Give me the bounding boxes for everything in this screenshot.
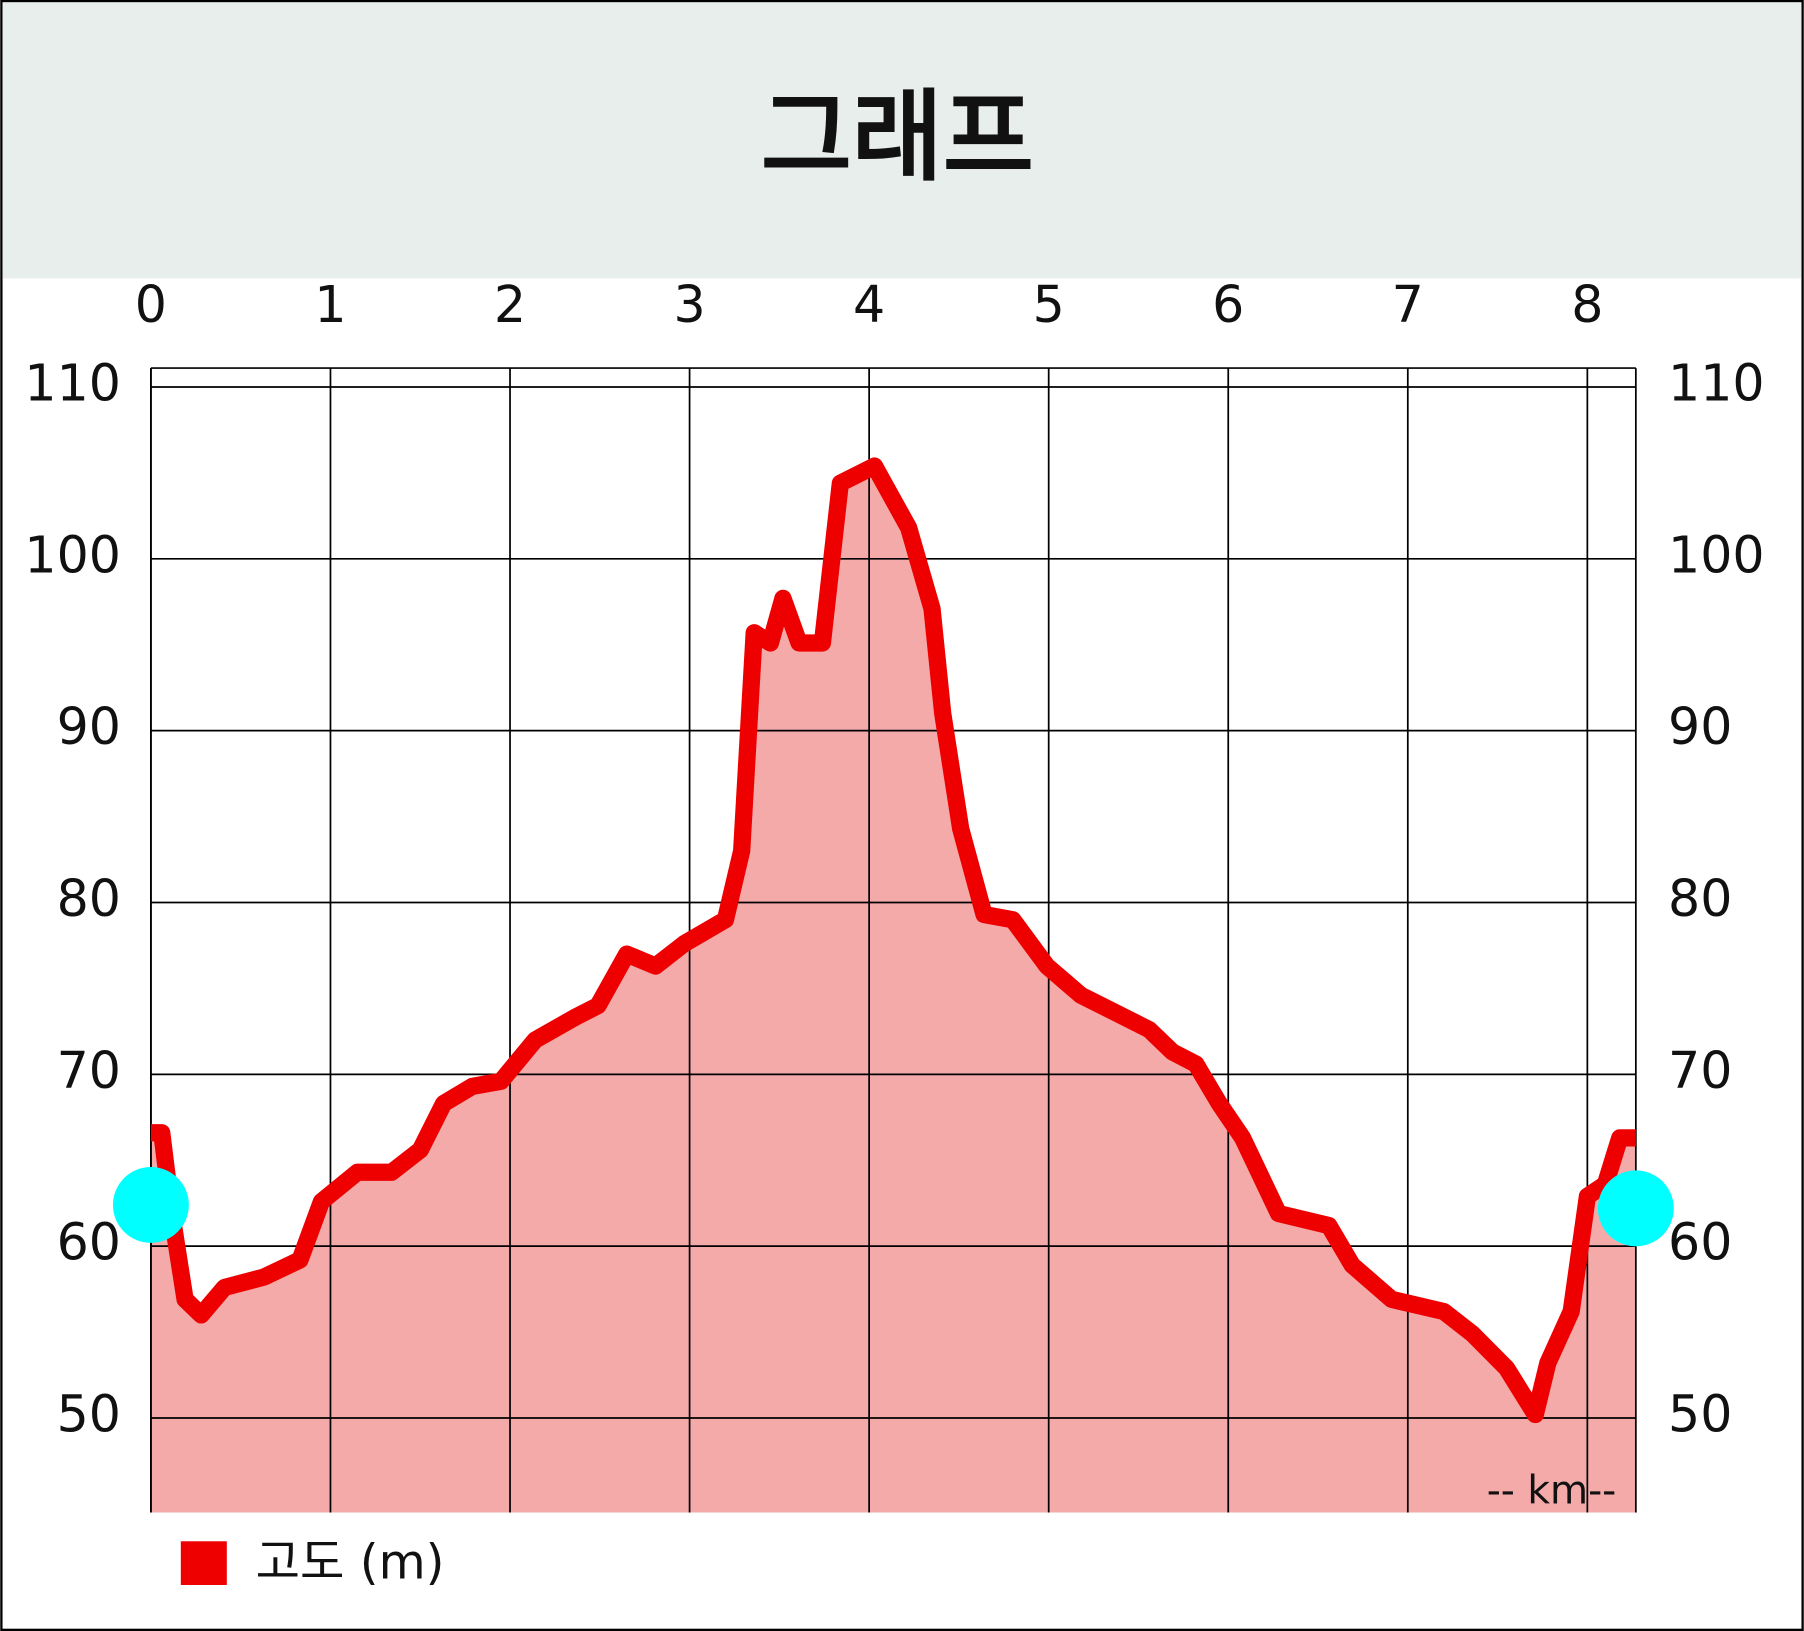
y2-tick-label: 60: [1668, 1213, 1732, 1272]
y2-tick-label: 110: [1668, 353, 1765, 412]
y-tick-label: 70: [57, 1041, 121, 1100]
y-tick-label: 90: [57, 697, 121, 756]
x-tick-label: 1: [314, 275, 346, 334]
marker: [112, 1166, 189, 1243]
marker: [1597, 1170, 1674, 1247]
x-tick-label: 6: [1212, 275, 1244, 334]
y2-tick-label: 80: [1668, 869, 1732, 928]
header: [2, 2, 1802, 279]
y2-tick-label: 70: [1668, 1041, 1732, 1100]
legend-label: 고도 (m): [256, 1534, 445, 1590]
y-tick-label: 60: [57, 1213, 121, 1272]
legend-swatch: [180, 1541, 227, 1585]
x-tick-label: 5: [1033, 275, 1065, 334]
y-tick-label: 50: [57, 1385, 121, 1444]
x-tick-label: 3: [673, 275, 705, 334]
x-unit-label: -- km--: [1487, 1468, 1617, 1513]
y2-tick-label: 90: [1668, 697, 1732, 756]
y-tick-label: 100: [24, 525, 121, 584]
y2-tick-label: 100: [1668, 525, 1765, 584]
x-tick-label: 7: [1392, 275, 1424, 334]
x-tick-label: 2: [494, 275, 526, 334]
y-tick-label: 80: [57, 869, 121, 928]
y-tick-label: 110: [24, 353, 121, 412]
area: [150, 466, 1636, 1513]
x-tick-label: 4: [853, 275, 885, 334]
line: [150, 457, 1636, 1424]
chart-title: 그래프: [761, 80, 1034, 195]
x-tick-label: 8: [1571, 275, 1603, 334]
x-tick-label: 0: [135, 275, 167, 334]
y2-tick-label: 50: [1668, 1385, 1732, 1444]
